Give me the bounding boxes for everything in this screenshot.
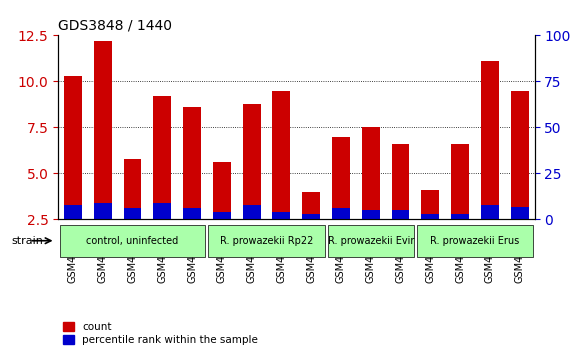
Bar bbox=[183, 107, 201, 219]
Text: control, uninfected: control, uninfected bbox=[87, 236, 179, 246]
FancyBboxPatch shape bbox=[417, 225, 533, 257]
Bar bbox=[362, 127, 379, 219]
Bar bbox=[64, 205, 82, 219]
FancyBboxPatch shape bbox=[60, 225, 206, 257]
FancyBboxPatch shape bbox=[209, 225, 325, 257]
Bar bbox=[124, 209, 141, 219]
Bar bbox=[64, 76, 82, 219]
Bar bbox=[392, 144, 410, 219]
FancyBboxPatch shape bbox=[328, 225, 414, 257]
Bar bbox=[124, 159, 141, 219]
Bar bbox=[94, 203, 112, 219]
Bar bbox=[481, 61, 498, 219]
Bar bbox=[332, 137, 350, 219]
Text: R. prowazekii Erus: R. prowazekii Erus bbox=[431, 236, 519, 246]
Bar bbox=[153, 96, 171, 219]
Bar bbox=[213, 162, 231, 219]
Text: GDS3848 / 1440: GDS3848 / 1440 bbox=[58, 19, 172, 33]
Bar bbox=[213, 212, 231, 219]
Bar bbox=[94, 41, 112, 219]
Bar bbox=[392, 210, 410, 219]
Bar bbox=[272, 212, 290, 219]
Bar bbox=[511, 207, 529, 219]
Text: R. prowazekii Evir: R. prowazekii Evir bbox=[328, 236, 414, 246]
Bar bbox=[183, 209, 201, 219]
Bar bbox=[421, 190, 439, 219]
Bar bbox=[302, 192, 320, 219]
Bar bbox=[153, 203, 171, 219]
Legend: count, percentile rank within the sample: count, percentile rank within the sample bbox=[63, 322, 258, 345]
Bar bbox=[451, 214, 469, 219]
Bar bbox=[243, 103, 260, 219]
Bar bbox=[451, 144, 469, 219]
Bar bbox=[332, 209, 350, 219]
Bar bbox=[511, 91, 529, 219]
Bar bbox=[302, 214, 320, 219]
Bar bbox=[272, 91, 290, 219]
Bar bbox=[243, 205, 260, 219]
Text: strain: strain bbox=[11, 236, 43, 246]
Bar bbox=[481, 205, 498, 219]
Bar bbox=[421, 214, 439, 219]
Bar bbox=[362, 210, 379, 219]
Text: R. prowazekii Rp22: R. prowazekii Rp22 bbox=[220, 236, 313, 246]
